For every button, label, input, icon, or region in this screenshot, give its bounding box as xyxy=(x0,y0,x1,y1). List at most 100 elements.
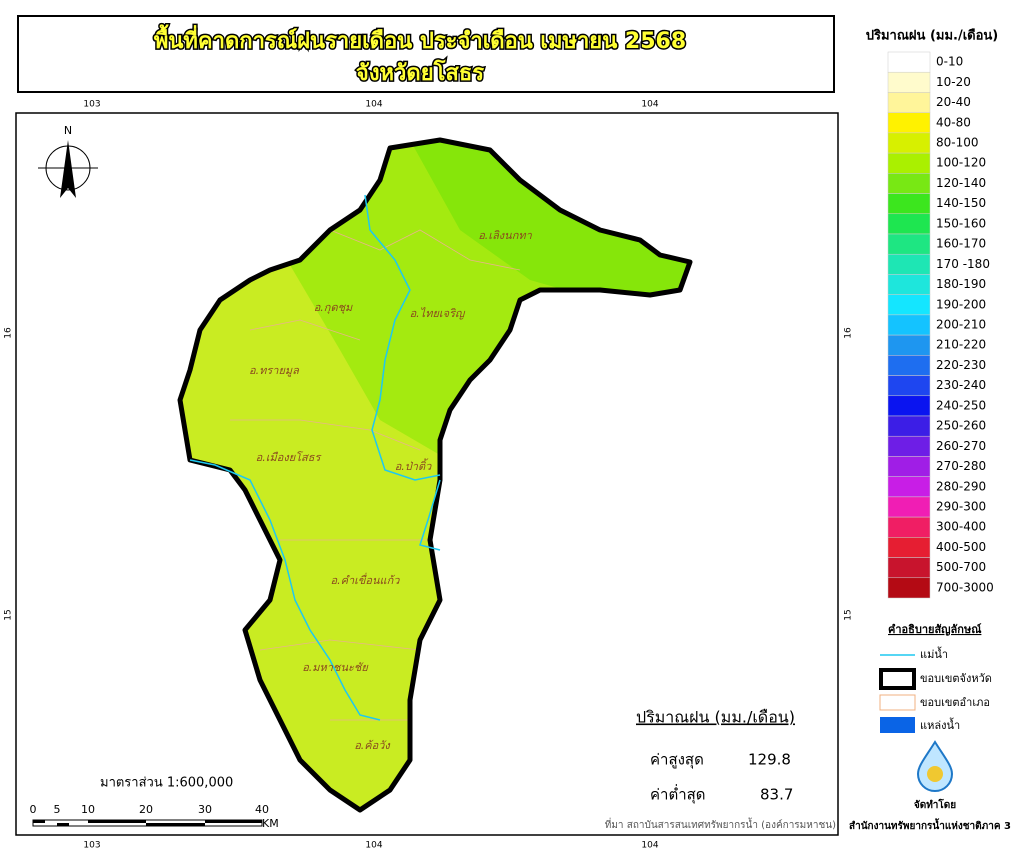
max-value: 129.8 xyxy=(748,751,791,769)
legend-label: 700-3000 xyxy=(936,580,994,594)
legend-swatch xyxy=(887,395,931,417)
legend-label: 240-250 xyxy=(936,398,986,412)
symbol-label: ขอบเขตอำเภอ xyxy=(920,696,990,709)
district-label: อ.ทรายมูล xyxy=(249,364,300,377)
grid-label: 16 xyxy=(844,327,854,339)
legend-swatch xyxy=(887,274,931,295)
legend-label: 260-270 xyxy=(936,439,986,453)
grid-label: 103 xyxy=(83,841,100,851)
legend-swatch xyxy=(887,213,931,235)
legend-swatch xyxy=(887,375,931,397)
legend-swatch xyxy=(887,71,931,93)
symbol-legend-title: คำอธิบายสัญลักษณ์ xyxy=(888,623,982,636)
title: พื้นที่คาดการณ์ฝนรายเดือน ประจำเดือน เมษ… xyxy=(154,24,686,54)
max-label: ค่าสูงสุด xyxy=(650,751,704,770)
legend-swatch xyxy=(887,456,931,477)
logo xyxy=(916,740,954,792)
district-label: อ.คำเขื่อนแก้ว xyxy=(331,572,401,587)
legend-label: 150-160 xyxy=(936,216,986,230)
legend-swatch xyxy=(887,132,931,154)
district-label: อ.กุดชุม xyxy=(314,301,353,314)
scale-text: มาตราส่วน 1:600,000 xyxy=(100,776,233,791)
district-symbol xyxy=(879,694,916,711)
legend-swatch xyxy=(887,314,931,336)
legend-swatch xyxy=(887,92,931,113)
legend-swatch xyxy=(887,253,931,275)
legend-label: 300-400 xyxy=(936,520,986,534)
title-box xyxy=(17,15,835,93)
scale-number: 5 xyxy=(54,803,61,816)
grid-label: 104 xyxy=(365,100,382,110)
symbol-label: แหล่งน้ำ xyxy=(920,717,960,732)
legend-swatch xyxy=(887,435,931,457)
legend-label: 170 -180 xyxy=(936,257,990,271)
legend-label: 290-300 xyxy=(936,500,986,514)
legend-label: 10-20 xyxy=(936,75,971,89)
rivers xyxy=(189,194,441,721)
grid-label: 16 xyxy=(4,327,14,339)
legend-label: 180-190 xyxy=(936,277,986,291)
legend-label: 270-280 xyxy=(936,459,986,473)
legend-label: 0-10 xyxy=(936,55,963,69)
district-label: อ.เลิงนกทา xyxy=(478,229,532,242)
legend-label: 280-290 xyxy=(936,479,986,493)
legend-swatch xyxy=(887,476,931,498)
district-label: อ.ไทยเจริญ xyxy=(410,307,466,320)
legend-label: 250-260 xyxy=(936,419,986,433)
grid-label: 15 xyxy=(844,609,854,620)
rain-legend: 0-10 10-20 20-40 40-80 80-100 100-120 120-140 1… xyxy=(887,51,994,599)
credit-label: จัดทำโดย xyxy=(914,798,956,811)
scale-unit: KM xyxy=(262,817,279,830)
legend-swatch xyxy=(887,112,931,134)
province-boundary xyxy=(177,137,693,813)
legend-title: ปริมาณฝน (มม./เดือน) xyxy=(866,28,998,44)
symbol-label: แม่น้ำ xyxy=(920,646,948,661)
subtitle: จังหวัดยโสธร xyxy=(356,59,484,86)
legend-swatch xyxy=(887,233,931,255)
district-label: อ.มหาชนะชัย xyxy=(302,661,369,674)
legend-label: 140-150 xyxy=(936,196,986,210)
credit-org: สำนักงานทรัพยากรน้ำแห่งชาติภาค 3 xyxy=(849,818,1011,832)
legend-label: 400-500 xyxy=(936,540,986,554)
legend-swatch xyxy=(887,173,931,194)
province-symbol xyxy=(879,668,916,690)
legend-label: 20-40 xyxy=(936,95,971,109)
district-label: อ.เมืองยโสธร xyxy=(256,451,323,464)
district-label: อ.ค้อวัง xyxy=(354,739,391,752)
source: ที่มา สถาบันสารสนเทศทรัพยากรน้ำ (องค์การ… xyxy=(605,817,836,831)
legend-swatch xyxy=(887,193,931,215)
legend-label: 190-200 xyxy=(936,297,986,311)
legend-swatch xyxy=(887,294,931,316)
legend-swatch xyxy=(887,355,931,376)
legend-label: 40-80 xyxy=(936,115,971,129)
scale-number: 20 xyxy=(139,803,153,816)
grid-label: 104 xyxy=(365,841,382,851)
legend-label: 100-120 xyxy=(936,156,986,170)
water-symbol xyxy=(880,717,915,733)
legend-label: 230-240 xyxy=(936,378,986,392)
min-label: ค่าต่ำสุด xyxy=(650,784,706,805)
scale-number: 10 xyxy=(81,803,95,816)
district-boundaries xyxy=(230,229,521,721)
legend-label: 210-220 xyxy=(936,338,986,352)
grid-label: 15 xyxy=(4,609,14,620)
scale-bar xyxy=(32,819,263,827)
legend-swatch xyxy=(887,152,931,174)
legend-swatch xyxy=(887,334,931,356)
scale-number: 40 xyxy=(255,803,269,816)
stats-title: ปริมาณฝน (มม./เดือน) xyxy=(636,708,795,727)
legend-swatch xyxy=(887,516,931,538)
grid-label: 104 xyxy=(641,841,658,851)
legend-swatch xyxy=(887,537,931,558)
legend-label: 160-170 xyxy=(936,237,986,251)
legend-label: 220-230 xyxy=(936,358,986,372)
scale-number: 30 xyxy=(198,803,212,816)
legend-label: 80-100 xyxy=(936,136,979,150)
legend-swatch xyxy=(887,557,931,579)
scale-number: 0 xyxy=(30,803,37,816)
grid-label: 104 xyxy=(641,100,658,110)
district-label: อ.ป่าติ้ว xyxy=(395,458,432,473)
legend-swatch xyxy=(887,577,931,599)
legend-label: 200-210 xyxy=(936,318,986,332)
